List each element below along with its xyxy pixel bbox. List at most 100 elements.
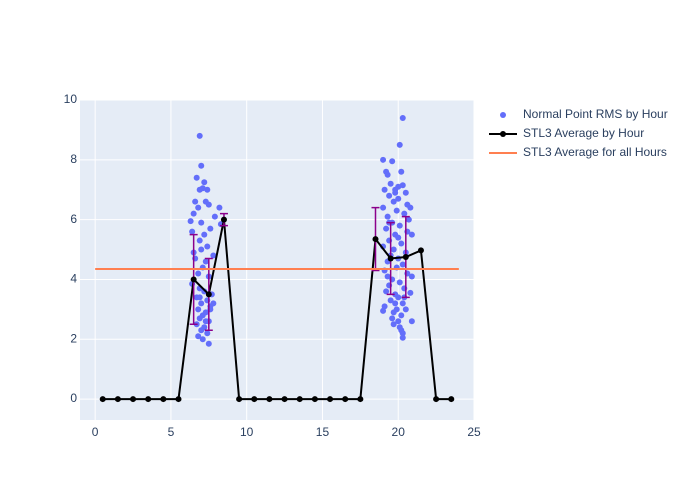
scatter-point [207, 225, 214, 232]
scatter-point [195, 306, 202, 313]
scatter-point [392, 300, 399, 307]
scatter-point [381, 186, 388, 193]
legend-label: STL3 Average for all Hours [523, 145, 667, 159]
x-tick-label: 0 [92, 425, 99, 439]
scatter-point [202, 318, 209, 325]
legend-label: Normal Point RMS by Hour [523, 107, 668, 121]
scatter-point [196, 237, 203, 244]
scatter-point [387, 180, 394, 187]
scatter-point [395, 318, 402, 325]
scatter-point [210, 300, 217, 307]
scatter-point [380, 204, 387, 211]
line-marker [342, 396, 349, 403]
scatter-point [390, 309, 397, 316]
scatter-point [201, 288, 208, 295]
scatter-point [201, 231, 208, 238]
scatter-point [390, 246, 397, 253]
line-marker [433, 396, 440, 403]
line-marker [251, 396, 258, 403]
line-marker [417, 247, 424, 254]
plot [95, 114, 459, 403]
x-tick-label: 15 [316, 425, 330, 439]
scatter-point [205, 340, 212, 347]
scatter-point [392, 189, 399, 196]
y-tick-label: 8 [70, 152, 77, 166]
line-marker [372, 236, 379, 243]
scatter-point [398, 240, 405, 247]
x-tick-label: 5 [168, 425, 175, 439]
scatter-point [190, 210, 197, 217]
line-marker [448, 396, 455, 403]
scatter-point [198, 300, 205, 307]
scatter-point [408, 231, 415, 238]
scatter-point [399, 330, 406, 337]
legend-label: STL3 Average by Hour [523, 126, 644, 140]
scatter-point [396, 222, 403, 229]
scatter-point [404, 201, 411, 208]
scatter-point [390, 321, 397, 328]
scatter-point [389, 315, 396, 322]
y-tick-label: 4 [70, 272, 77, 286]
scatter-point [380, 156, 387, 163]
scatter-point [402, 189, 409, 196]
scatter-point [198, 246, 205, 253]
scatter-point [396, 279, 403, 286]
scatter-point [399, 261, 406, 268]
line-marker [327, 396, 334, 403]
y-tick-label: 2 [70, 331, 77, 345]
scatter-point [386, 192, 393, 199]
scatter-point [401, 210, 408, 217]
scatter-point [380, 307, 387, 314]
scatter-point [199, 185, 206, 192]
scatter-point [395, 294, 402, 301]
y-tick-label: 0 [70, 391, 77, 405]
scatter-point [198, 162, 205, 169]
scatter-point [398, 312, 405, 319]
scatter-point [199, 336, 206, 343]
scatter-point [399, 114, 406, 121]
line-marker [190, 276, 197, 283]
legend-marker [500, 112, 506, 118]
line-marker [175, 396, 182, 403]
x-tick-label: 10 [240, 425, 254, 439]
scatter-point [198, 327, 205, 334]
line-marker [145, 396, 152, 403]
scatter-point [398, 168, 405, 175]
line-marker [281, 396, 288, 403]
line-marker [402, 254, 409, 261]
scatter-point [405, 216, 412, 223]
scatter-point [383, 225, 390, 232]
scatter-point [395, 234, 402, 241]
line-marker [99, 396, 106, 403]
line-marker [205, 291, 212, 298]
scatter-point [387, 297, 394, 304]
scatter-point [383, 288, 390, 295]
scatter-point [196, 132, 203, 139]
scatter-point [192, 198, 199, 205]
scatter-point [211, 213, 218, 220]
scatter-point [408, 273, 415, 280]
scatter-point [389, 158, 396, 165]
x-tick-label: 25 [467, 425, 481, 439]
scatter-point [384, 171, 391, 178]
scatter-point [202, 258, 209, 265]
scatter-point [204, 330, 211, 337]
scatter-point [399, 334, 406, 341]
scatter-point [407, 289, 414, 296]
scatter-point [193, 174, 200, 181]
scatter-point [195, 270, 202, 277]
legend-marker [500, 131, 506, 137]
scatter-point [196, 294, 203, 301]
line-marker [220, 216, 227, 223]
scatter-point [384, 213, 391, 220]
scatter-point [399, 300, 406, 307]
scatter-point [198, 219, 205, 226]
scatter-point [204, 186, 211, 193]
line-marker [296, 396, 303, 403]
scatter-point [390, 198, 397, 205]
scatter-point [205, 201, 212, 208]
scatter-point [195, 333, 202, 340]
line-marker [357, 396, 364, 403]
scatter-point [196, 315, 203, 322]
